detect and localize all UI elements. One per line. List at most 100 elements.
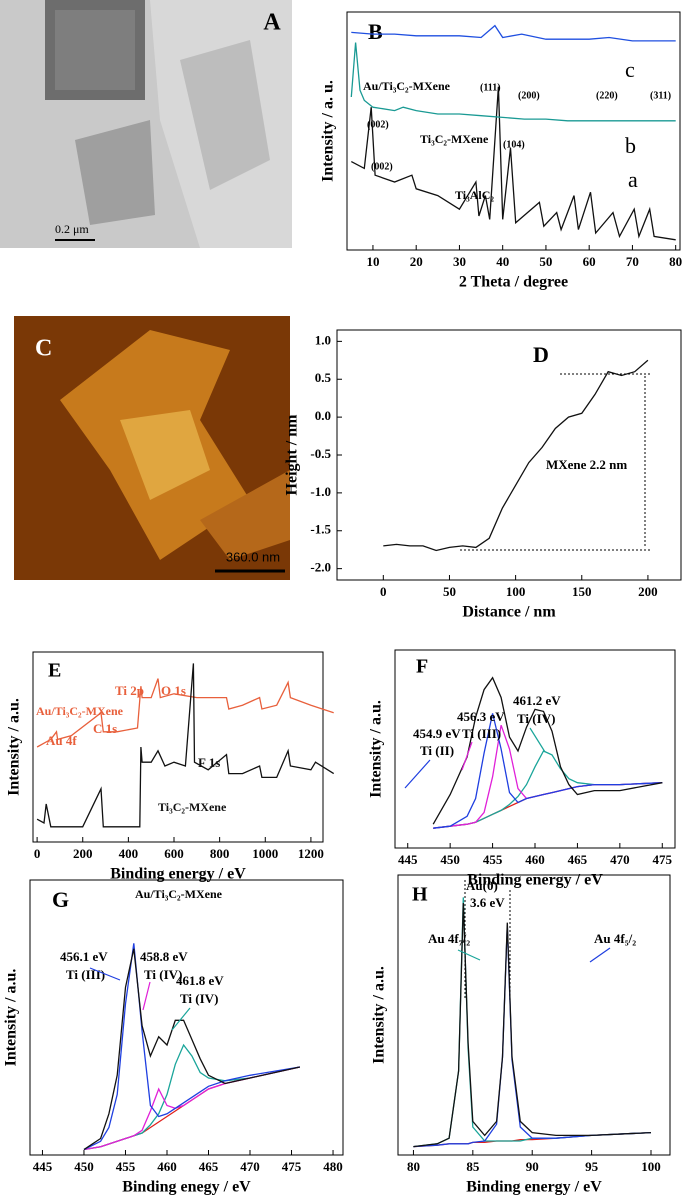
panel-label: E bbox=[48, 660, 61, 682]
annotation: 456.1 eV bbox=[60, 949, 108, 964]
x-tick-label: 80 bbox=[669, 254, 682, 269]
x-tick-label: 100 bbox=[506, 584, 526, 599]
y-axis-title: Intensity / a.u. bbox=[3, 969, 20, 1067]
x-tick-label: 460 bbox=[525, 852, 545, 867]
series-line bbox=[83, 1066, 300, 1151]
x-axis-title: Binding energy / eV bbox=[110, 866, 246, 883]
x-tick-label: 450 bbox=[74, 1159, 94, 1174]
x-tick-label: 465 bbox=[568, 852, 588, 867]
annotation: Ti (IV) bbox=[180, 991, 218, 1006]
x-tick-label: 20 bbox=[410, 254, 423, 269]
x-tick-label: 30 bbox=[453, 254, 466, 269]
x-tick-label: 455 bbox=[483, 852, 503, 867]
annotation: Ti 2p bbox=[115, 683, 144, 698]
annotation: 461.8 eV bbox=[176, 973, 224, 988]
series-line bbox=[413, 902, 652, 1148]
x-tick-label: 90 bbox=[526, 1159, 539, 1174]
x-axis-title: Binding energy / eV bbox=[467, 872, 603, 889]
x-tick-label: 50 bbox=[443, 584, 456, 599]
pointer-line bbox=[457, 949, 481, 961]
x-tick-label: 100 bbox=[641, 1159, 661, 1174]
panel-label: A bbox=[263, 10, 281, 36]
series-label: Ti₃AlC₂ bbox=[455, 188, 494, 202]
series-line bbox=[351, 24, 676, 42]
x-tick-label: 465 bbox=[199, 1159, 219, 1174]
y-axis-title: Height / nm bbox=[284, 414, 301, 496]
x-tick-label: 80 bbox=[407, 1159, 420, 1174]
x-tick-label: 400 bbox=[119, 846, 139, 861]
panel-label: C bbox=[35, 336, 52, 362]
series-line bbox=[433, 713, 663, 829]
x-axis-title: Distance / nm bbox=[462, 604, 556, 621]
annotation: c bbox=[625, 57, 635, 82]
series-line bbox=[83, 943, 300, 1151]
x-tick-label: 1000 bbox=[252, 846, 278, 861]
y-tick-label: 1.0 bbox=[315, 332, 331, 347]
x-axis-title: Binding energy / eV bbox=[466, 1179, 602, 1196]
y-tick-label: -1.5 bbox=[310, 522, 331, 537]
chart-title: Au/Ti₃C₂-MXene bbox=[135, 887, 223, 901]
x-tick-label: 95 bbox=[585, 1159, 599, 1174]
x-tick-label: 480 bbox=[323, 1159, 343, 1174]
annotation: 458.8 eV bbox=[140, 949, 188, 964]
panel-label: G bbox=[52, 887, 69, 912]
y-axis-title: Intensity / a.u. bbox=[371, 966, 388, 1064]
annotation: O 1s bbox=[161, 683, 186, 698]
y-tick-label: -0.5 bbox=[310, 446, 331, 461]
x-tick-label: 470 bbox=[240, 1159, 260, 1174]
annotation: (200) bbox=[518, 90, 540, 101]
panel-label: D bbox=[533, 342, 549, 367]
x-tick-label: 600 bbox=[164, 846, 184, 861]
x-tick-label: 475 bbox=[282, 1159, 302, 1174]
panel-label: H bbox=[412, 884, 428, 906]
x-tick-label: 455 bbox=[116, 1159, 136, 1174]
annotation: (311) bbox=[650, 90, 671, 101]
series-line bbox=[413, 925, 652, 1148]
plot-frame bbox=[346, 11, 681, 251]
x-tick-label: 0 bbox=[34, 846, 41, 861]
x-tick-label: 460 bbox=[157, 1159, 177, 1174]
series-line bbox=[36, 678, 334, 748]
scale-bar-label: 0.2 μm bbox=[55, 222, 89, 236]
annotation: Ti (II) bbox=[420, 743, 454, 758]
annotation: F 1s bbox=[198, 755, 220, 770]
annotation: MXene 2.2 nm bbox=[546, 457, 627, 472]
annotation: (002) bbox=[367, 119, 389, 130]
series-line bbox=[383, 359, 649, 552]
series-label: Ti₃C₂-MXene bbox=[420, 132, 489, 146]
series-label: Au/Ti₃C₂-MXene bbox=[36, 704, 124, 718]
series-line bbox=[432, 676, 663, 825]
pointer-line bbox=[404, 759, 431, 789]
plot-frame bbox=[336, 329, 682, 581]
x-tick-label: 200 bbox=[638, 584, 658, 599]
series-label: Ti₃C₂-MXene bbox=[158, 800, 227, 814]
pointer-line bbox=[89, 967, 121, 981]
pointer-line bbox=[461, 741, 473, 771]
annotation: (220) bbox=[596, 90, 618, 101]
x-tick-label: 445 bbox=[398, 852, 418, 867]
plot-frame bbox=[29, 879, 344, 1156]
x-axis-title: Binding enegy / eV bbox=[122, 1179, 251, 1196]
x-tick-label: 0 bbox=[380, 584, 387, 599]
pointer-line bbox=[142, 981, 151, 1011]
pointer-line bbox=[171, 1007, 191, 1031]
x-tick-label: 1200 bbox=[298, 846, 324, 861]
series-line bbox=[36, 663, 335, 828]
series-line bbox=[350, 42, 676, 122]
y-tick-label: -2.0 bbox=[310, 560, 331, 575]
annotation: Au 4f₇/₂ bbox=[428, 931, 470, 946]
x-tick-label: 450 bbox=[440, 852, 460, 867]
annotation: 3.6 eV bbox=[470, 895, 505, 910]
annotation: C 1s bbox=[93, 721, 117, 736]
x-axis-title: 2 Theta / degree bbox=[459, 274, 568, 291]
annotation: 454.9 eV bbox=[413, 726, 461, 741]
y-axis-title: Intensity / a.u. bbox=[6, 698, 23, 796]
annotation: Ti (III) bbox=[66, 967, 105, 982]
y-tick-label: -1.0 bbox=[310, 484, 331, 499]
annotation: Au 4f₅/₂ bbox=[594, 931, 636, 946]
y-axis-title: Intensity / a.u. bbox=[368, 700, 385, 798]
annotation: 456.3 eV bbox=[457, 709, 505, 724]
panel-label: B bbox=[368, 19, 383, 44]
annotation: Au(0) bbox=[466, 878, 498, 893]
